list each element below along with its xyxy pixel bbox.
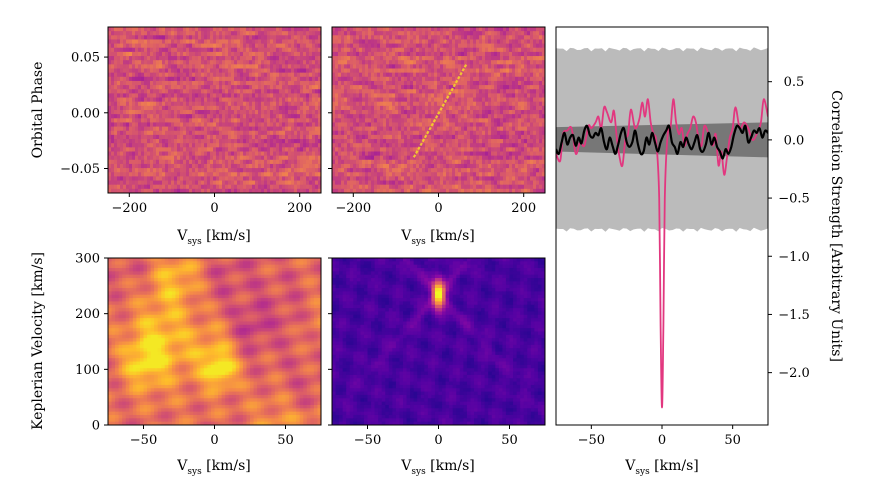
y-tick-label: 0.00 [71, 106, 100, 121]
x-tick-label: 50 [277, 433, 294, 448]
x-tick-label: 0 [658, 433, 666, 448]
x-axis-label: Vsys [km/s] [400, 228, 475, 247]
x-tick-label: −200 [335, 201, 371, 216]
x-tick-label: −50 [354, 433, 381, 448]
x-tick-label: 0 [434, 433, 442, 448]
x-axis-label: Vsys [km/s] [624, 458, 699, 477]
x-tick-label: −200 [111, 201, 147, 216]
y-tick-label: 300 [75, 252, 100, 267]
y-tick-label: 100 [75, 363, 100, 378]
x-axis-label: Vsys [km/s] [176, 228, 251, 247]
x-tick-label: 50 [724, 433, 741, 448]
x-tick-label: 200 [511, 201, 536, 216]
x-tick-label: −50 [578, 433, 605, 448]
y-axis-label-orbital-phase: Orbital Phase [30, 62, 46, 159]
heatmap-phase-noise [108, 27, 321, 193]
y-tick-label: −2.0 [778, 366, 810, 381]
x-tick-label: −50 [130, 433, 157, 448]
x-axis-label: Vsys [km/s] [400, 458, 475, 477]
heatmap-kp-signal [332, 258, 545, 425]
y-tick-label: 200 [75, 307, 100, 322]
x-tick-label: 50 [501, 433, 518, 448]
y-tick-label: −0.05 [60, 162, 100, 177]
panel-correlation-profile: −50 0 50 0.5 0.0 −0.5 −1.0 −1.5 −2.0 [555, 26, 810, 448]
x-tick-label: 0 [210, 201, 218, 216]
x-tick-label: 0 [434, 201, 442, 216]
panel-kp-map-signal: −50 0 50 [328, 257, 546, 448]
x-tick-label: 200 [287, 201, 312, 216]
y-tick-label: 0.5 [784, 75, 805, 90]
y-tick-label: −1.0 [778, 250, 810, 265]
panel-phase-map-signal: −200 0 200 [328, 26, 546, 216]
y-tick-label: −1.5 [778, 308, 810, 323]
y-tick-label: −0.5 [778, 192, 810, 207]
heatmap-kp-noise [108, 258, 321, 425]
x-tick-label: 0 [210, 433, 218, 448]
panel-kp-map-noise: −50 0 50 0 100 200 300 [75, 252, 322, 448]
series-line-data [556, 124, 768, 160]
y-tick-label: 0.05 [71, 51, 100, 66]
y-tick-label: 0 [92, 419, 100, 434]
heatmap-phase-signal [332, 27, 545, 193]
panel-phase-map-noise: −200 0 200 −0.05 0.00 0.05 [60, 26, 322, 216]
y-axis-label-keplerian-velocity: Keplerian Velocity [km/s] [30, 252, 46, 430]
y-tick-label: 0.0 [784, 133, 805, 148]
y-axis-label-correlation-strength: Correlation Strength [Arbitrary Units] [828, 90, 844, 362]
x-axis-label: Vsys [km/s] [176, 458, 251, 477]
series-line-signal [556, 98, 768, 409]
